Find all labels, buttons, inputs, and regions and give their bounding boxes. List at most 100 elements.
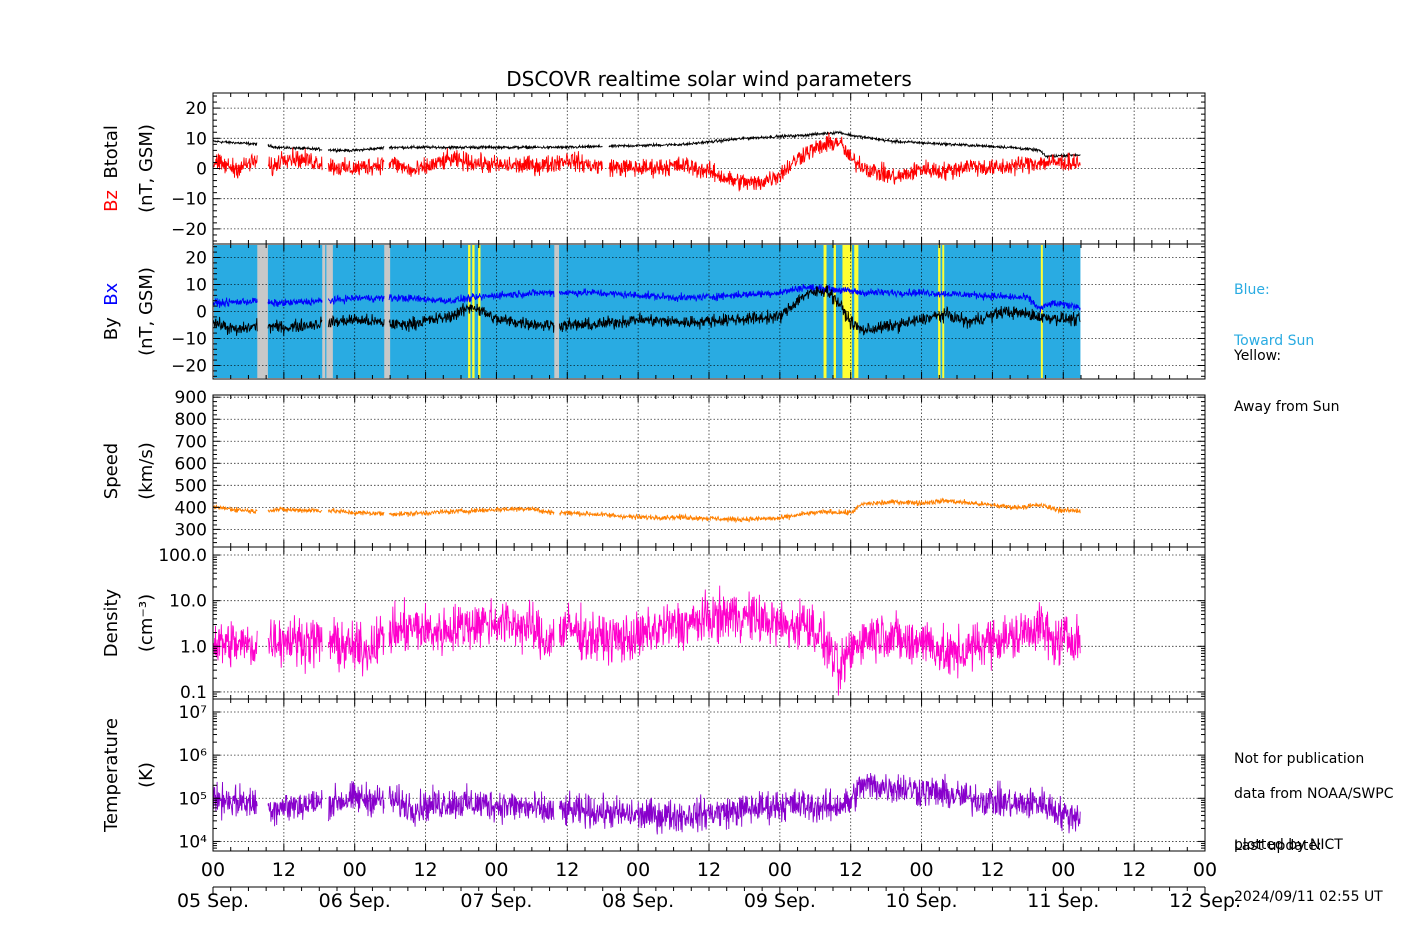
x-axis: 00 12 00 12 00 12 00 12 00 12 00 12 00 12 00 05 Sep. 06 … xyxy=(177,859,1241,912)
x-hour-label: 00 xyxy=(343,859,367,881)
panel-ticks-mag xyxy=(212,93,1206,244)
update-note: Last update: 2024/09/11 02:55 UT xyxy=(1234,804,1383,923)
away-sun-label: Yellow: xyxy=(1234,348,1282,364)
grid-temperature xyxy=(213,699,1205,851)
x-hour-label: 12 xyxy=(839,859,863,881)
y-tick-label: −10 xyxy=(171,190,207,210)
y-tick-label: 10⁵ xyxy=(179,789,207,809)
away-sun-band xyxy=(1040,245,1043,378)
panel-ticks-imf xyxy=(212,244,1206,379)
y-tick-label: 0 xyxy=(196,160,207,180)
data-gap-band xyxy=(384,245,391,378)
panel-imf: −20 −10 0 10 20 By Bx (nT, GSM) xyxy=(101,243,1206,380)
y-axis-unit-temperature: (K) xyxy=(136,762,157,788)
y-tick-label: 10.0 xyxy=(169,592,207,612)
publication-note: Not for publication xyxy=(1234,717,1364,785)
series-temperature xyxy=(213,772,1081,835)
y-axis-mag: −20 −10 0 10 20 xyxy=(171,95,1205,242)
y-axis-unit-density: (cm⁻³) xyxy=(136,594,157,652)
y-tick-label: 10⁷ xyxy=(179,703,208,723)
x-day-label: 09 Sep. xyxy=(744,890,816,912)
x-hour-label: 12 xyxy=(980,859,1004,881)
y-axis-title-mag: Bz Btotal xyxy=(101,125,122,212)
x-hour-label: 12 xyxy=(1122,859,1146,881)
y-axis-imf: −20 −10 0 10 20 xyxy=(171,246,1205,377)
y-tick-label: −10 xyxy=(171,330,207,350)
y-axis-title-speed: Speed xyxy=(101,443,122,499)
y-tick-label: −20 xyxy=(171,220,207,240)
panels: −20 −10 0 10 20 Bz Btotal (nT, GSM) −20 −10 0 10 20… xyxy=(101,92,1206,852)
x-hour-label: 00 xyxy=(201,859,225,881)
x-hour-label: 00 xyxy=(1051,859,1075,881)
panel-mag: −20 −10 0 10 20 Bz Btotal (nT, GSM) xyxy=(101,92,1206,245)
x-day-label: 06 Sep. xyxy=(319,890,391,912)
away-sun-band xyxy=(833,245,836,378)
y-tick-label: 10 xyxy=(185,129,207,149)
y-tick-label: 800 xyxy=(175,410,207,430)
panel-ticks-density xyxy=(212,547,1206,699)
data-gap-band xyxy=(322,245,326,378)
x-hour-label: 00 xyxy=(909,859,933,881)
panel-temperature: 10⁴ 10⁵ 10⁶ 10⁷ Temperature (K) xyxy=(101,698,1206,852)
x-day-label: 12 Sep. xyxy=(1169,890,1241,912)
y-tick-label: 10⁴ xyxy=(179,832,208,852)
x-hour-label: 12 xyxy=(413,859,437,881)
toward-sun-note: Blue: Toward Sun xyxy=(1234,248,1314,367)
x-day-label: 10 Sep. xyxy=(886,890,958,912)
x-day-label: 05 Sep. xyxy=(177,890,249,912)
panel-ticks-temperature xyxy=(212,699,1206,851)
toward-sun-label: Blue: xyxy=(1234,282,1270,298)
toward-sun-desc: Toward Sun xyxy=(1234,333,1315,349)
data-source: data from NOAA/SWPC xyxy=(1234,786,1394,802)
y-tick-label: 20 xyxy=(185,249,207,269)
x-day-label: 07 Sep. xyxy=(460,890,532,912)
y-tick-label: 400 xyxy=(175,498,207,518)
grid-imf xyxy=(213,244,1205,379)
y-tick-label: 100.0 xyxy=(158,546,207,566)
series-btotal xyxy=(213,130,1081,160)
y-tick-label: 300 xyxy=(175,520,207,540)
last-update-value: 2024/09/11 02:55 UT xyxy=(1234,889,1383,905)
x-day-label: 11 Sep. xyxy=(1027,890,1099,912)
series-speed xyxy=(213,497,1081,524)
away-sun-note: Yellow: Away from Sun xyxy=(1234,314,1339,433)
y-tick-label: 600 xyxy=(175,454,207,474)
panel-frame-speed xyxy=(212,394,1206,548)
y-label-part: Bz xyxy=(101,190,122,212)
x-hour-label: 12 xyxy=(697,859,721,881)
y-axis-title-temperature: Temperature xyxy=(101,718,122,833)
series-bx xyxy=(213,283,1081,313)
y-axis-title-imf: By Bx xyxy=(101,282,122,340)
y-label-part: Btotal xyxy=(101,125,122,190)
y-tick-label: 20 xyxy=(185,99,207,119)
x-hour-label: 12 xyxy=(555,859,579,881)
y-label-part: Temperature xyxy=(101,718,122,833)
panel-frame-temperature xyxy=(212,698,1206,852)
away-sun-desc: Away from Sun xyxy=(1234,399,1340,415)
series-by xyxy=(213,285,1081,337)
away-sun-band xyxy=(854,245,859,378)
grid-speed xyxy=(213,395,1205,547)
chart-title: DSCOVR realtime solar wind parameters xyxy=(506,67,912,91)
y-axis-unit-imf: (nT, GSM) xyxy=(136,267,157,356)
y-tick-label: 500 xyxy=(175,476,207,496)
last-update-label: Last update: xyxy=(1234,838,1322,854)
y-axis-temperature: 10⁴ 10⁵ 10⁶ 10⁷ xyxy=(179,698,1205,852)
x-hour-label: 00 xyxy=(768,859,792,881)
y-tick-label: 0.1 xyxy=(180,683,207,703)
y-axis-unit-speed: (km/s) xyxy=(136,442,157,499)
plotted-by: plotted by NICT xyxy=(1234,837,1343,853)
y-label-part: Density xyxy=(101,588,122,657)
series-density xyxy=(213,585,1081,696)
y-axis-density: 0.1 1.0 10.0 100.0 xyxy=(158,546,1205,703)
not-for-publication: Not for publication xyxy=(1234,751,1365,767)
y-label-part: Speed xyxy=(101,443,122,499)
series-bz xyxy=(213,132,1081,192)
panel-density: 0.1 1.0 10.0 100.0 Density (cm⁻³) xyxy=(101,546,1206,703)
y-label-part: By xyxy=(101,317,122,340)
x-hour-label: 00 xyxy=(1193,859,1217,881)
y-tick-label: 10⁶ xyxy=(179,746,208,766)
